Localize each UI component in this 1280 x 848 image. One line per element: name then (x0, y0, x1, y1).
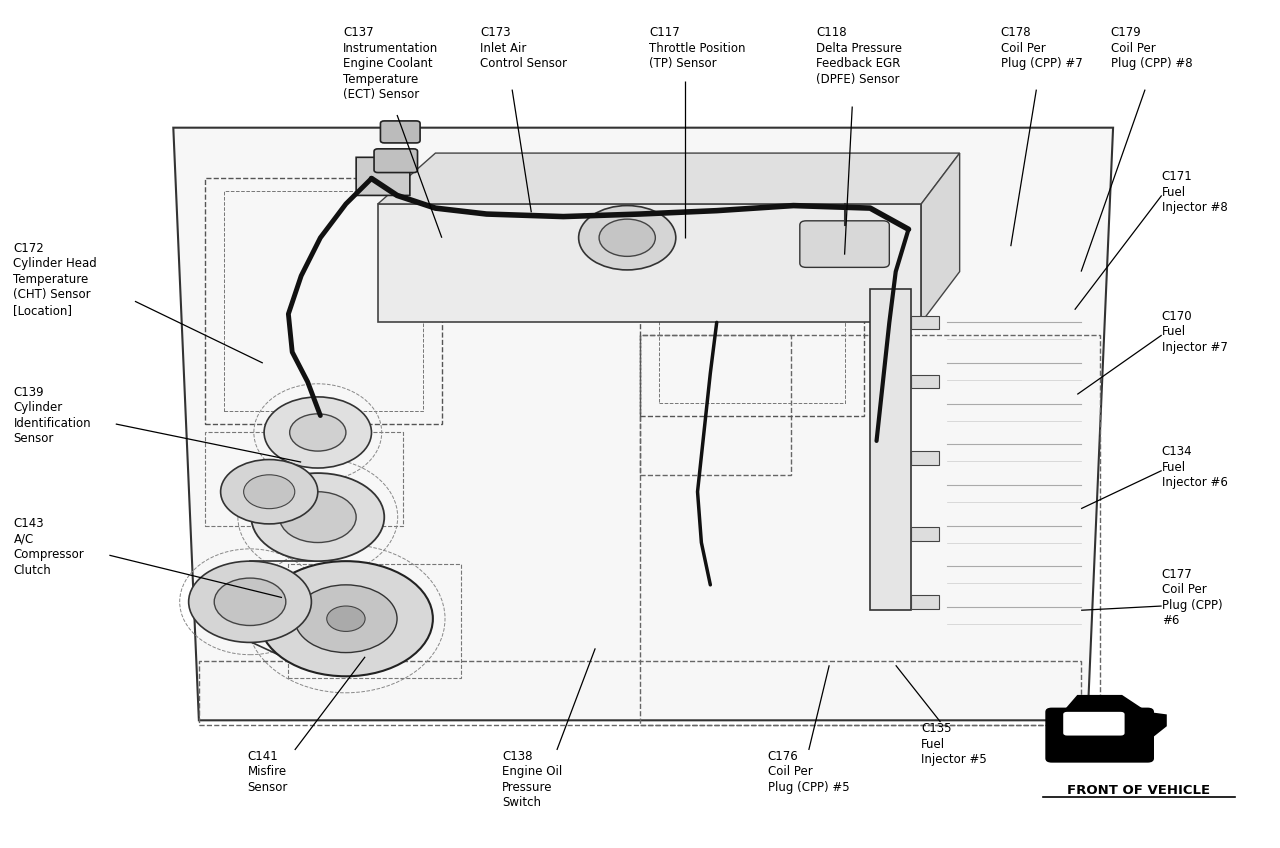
Polygon shape (1148, 711, 1167, 741)
Circle shape (289, 414, 346, 451)
Text: C170
Fuel
Injector #7: C170 Fuel Injector #7 (1162, 310, 1228, 354)
Bar (870, 288, 911, 611)
FancyBboxPatch shape (1046, 707, 1155, 762)
Bar (288, 564, 461, 678)
Bar (205, 432, 403, 526)
Text: C138
Engine Oil
Pressure
Switch: C138 Engine Oil Pressure Switch (502, 750, 562, 810)
FancyBboxPatch shape (380, 121, 420, 143)
Bar (640, 335, 1101, 724)
Polygon shape (378, 153, 960, 204)
Text: C176
Coil Per
Plug (CPP) #5: C176 Coil Per Plug (CPP) #5 (768, 750, 850, 794)
Text: C139
Cylinder
Identification
Sensor: C139 Cylinder Identification Sensor (14, 386, 91, 445)
Text: C179
Coil Per
Plug (CPP) #8: C179 Coil Per Plug (CPP) #8 (1111, 26, 1192, 70)
Text: C172
Cylinder Head
Temperature
(CHT) Sensor
[Location]: C172 Cylinder Head Temperature (CHT) Sen… (14, 242, 97, 317)
Bar (911, 451, 940, 465)
Text: C135
Fuel
Injector #5: C135 Fuel Injector #5 (922, 722, 987, 766)
Polygon shape (1052, 695, 1148, 724)
Text: C143
A/C
Compressor
Clutch: C143 A/C Compressor Clutch (14, 517, 84, 577)
Bar (640, 335, 791, 475)
Circle shape (243, 475, 294, 509)
Polygon shape (378, 204, 922, 322)
Text: C177
Coil Per
Plug (CPP)
#6: C177 Coil Per Plug (CPP) #6 (1162, 568, 1222, 628)
Bar (198, 661, 1082, 724)
Circle shape (326, 606, 365, 632)
Circle shape (188, 561, 311, 643)
Circle shape (251, 473, 384, 561)
Bar (640, 199, 864, 416)
Bar (911, 595, 940, 609)
Circle shape (259, 561, 433, 677)
Bar (911, 527, 940, 541)
Text: C171
Fuel
Injector #8: C171 Fuel Injector #8 (1162, 170, 1228, 214)
FancyBboxPatch shape (374, 149, 417, 172)
Text: C134
Fuel
Injector #6: C134 Fuel Injector #6 (1162, 445, 1228, 489)
Circle shape (279, 492, 356, 543)
Text: C141
Misfire
Sensor: C141 Misfire Sensor (247, 750, 288, 794)
FancyBboxPatch shape (1064, 711, 1125, 735)
Bar (659, 208, 845, 403)
Polygon shape (922, 153, 960, 322)
Text: FRONT OF VEHICLE: FRONT OF VEHICLE (1068, 784, 1210, 796)
Circle shape (214, 578, 285, 626)
Circle shape (264, 397, 371, 468)
Circle shape (599, 219, 655, 256)
Circle shape (220, 460, 317, 524)
Circle shape (579, 205, 676, 270)
Text: C173
Inlet Air
Control Sensor: C173 Inlet Air Control Sensor (480, 26, 567, 70)
Text: C117
Throttle Position
(TP) Sensor: C117 Throttle Position (TP) Sensor (649, 26, 745, 70)
Text: C118
Delta Pressure
Feedback EGR
(DPFE) Sensor: C118 Delta Pressure Feedback EGR (DPFE) … (817, 26, 902, 86)
Bar (205, 178, 442, 424)
FancyBboxPatch shape (800, 220, 890, 267)
Polygon shape (173, 128, 1114, 720)
Bar (224, 191, 422, 411)
Polygon shape (356, 158, 410, 195)
Text: C137
Instrumentation
Engine Coolant
Temperature
(ECT) Sensor: C137 Instrumentation Engine Coolant Temp… (343, 26, 439, 101)
Bar (911, 375, 940, 388)
Text: C178
Coil Per
Plug (CPP) #7: C178 Coil Per Plug (CPP) #7 (1001, 26, 1083, 70)
Bar (911, 315, 940, 329)
Circle shape (294, 585, 397, 653)
